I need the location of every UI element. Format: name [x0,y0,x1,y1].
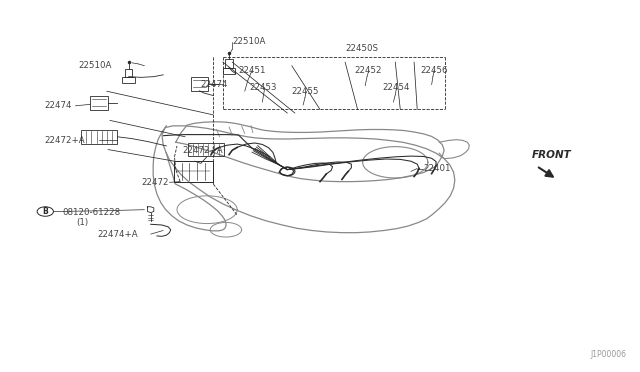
Bar [90,96,108,110]
Text: FRONT: FRONT [532,151,572,160]
Text: 22453: 22453 [250,83,277,92]
Text: 22450S: 22450S [345,44,378,53]
Text: 22455: 22455 [292,87,319,96]
Bar [223,68,236,74]
Text: B: B [42,207,48,216]
Text: (1): (1) [77,218,89,227]
Text: 22401: 22401 [424,164,451,173]
Text: 22472+A: 22472+A [182,146,223,155]
Bar [122,77,135,83]
Bar [225,60,233,68]
Text: 22472: 22472 [141,178,169,187]
Bar [81,130,117,144]
Text: 22454: 22454 [383,83,410,92]
Text: 22474: 22474 [44,101,72,110]
Bar [191,77,209,91]
Text: J1P00006: J1P00006 [590,350,626,359]
Text: 22510A: 22510A [79,61,112,70]
Text: 22452: 22452 [355,65,382,74]
Text: 22474+A: 22474+A [97,230,138,238]
Bar [188,142,224,157]
Text: 08120-61228: 08120-61228 [63,208,121,217]
Text: 22456: 22456 [420,65,448,74]
Text: 22451: 22451 [239,65,266,74]
Bar [125,68,132,77]
Text: 22510A: 22510A [232,38,266,46]
Text: 22474: 22474 [201,80,228,89]
Text: 22472+A: 22472+A [44,136,84,145]
Bar [174,161,212,182]
